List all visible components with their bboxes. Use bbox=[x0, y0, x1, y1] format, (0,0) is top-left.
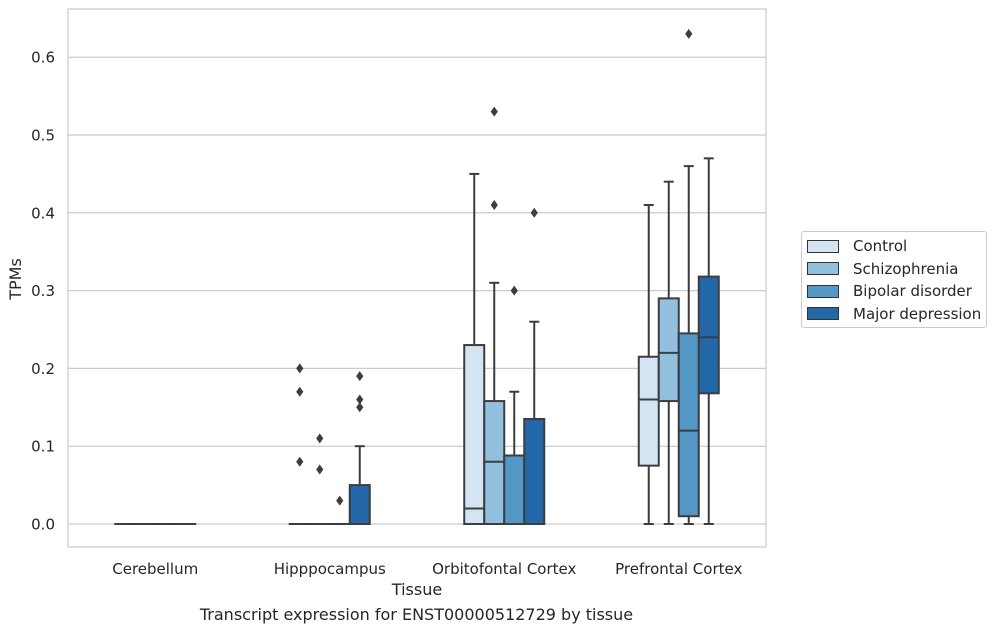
box-group bbox=[637, 28, 720, 525]
outlier-marker bbox=[356, 402, 364, 413]
outlier-marker bbox=[685, 28, 693, 39]
y-tick-label: 0.0 bbox=[31, 516, 55, 534]
legend-item: Major depression bbox=[802, 303, 986, 326]
y-tick-label: 0.1 bbox=[31, 438, 55, 456]
outlier-marker bbox=[316, 464, 324, 475]
legend-item: Bipolar disorder bbox=[802, 280, 986, 303]
y-tick-label: 0.3 bbox=[31, 282, 55, 300]
y-axis-ticks: 0.0 0.1 0.2 0.3 0.4 0.5 0.6 bbox=[31, 49, 55, 534]
legend-label: Bipolar disorder bbox=[853, 282, 972, 301]
box bbox=[637, 355, 660, 467]
y-gridlines bbox=[68, 56, 766, 525]
outlier-marker bbox=[336, 495, 344, 506]
legend-swatch bbox=[807, 307, 839, 321]
outlier-marker bbox=[530, 207, 538, 218]
y-axis-label: TPMs bbox=[6, 258, 25, 301]
legend-swatch bbox=[807, 239, 839, 253]
x-tick-label: Cerebellum bbox=[112, 560, 198, 578]
box bbox=[503, 454, 526, 526]
outlier-marker bbox=[316, 433, 324, 444]
outlier-marker bbox=[356, 371, 364, 382]
outlier-marker bbox=[296, 386, 304, 397]
legend-item: Control bbox=[802, 235, 986, 258]
box-groups bbox=[114, 28, 720, 526]
x-axis-label: Tissue bbox=[391, 580, 442, 599]
legend-item: Schizophrenia bbox=[802, 258, 986, 281]
plot-frame bbox=[67, 8, 767, 548]
legend: Control Schizophrenia Bipolar disorder Majo… bbox=[801, 231, 987, 328]
outlier-marker bbox=[296, 363, 304, 374]
outlier-marker bbox=[510, 285, 518, 296]
legend-label: Schizophrenia bbox=[853, 259, 959, 278]
x-tick-label: Prefrontal Cortex bbox=[615, 560, 742, 578]
y-tick-label: 0.2 bbox=[31, 360, 55, 378]
box bbox=[697, 275, 720, 395]
legend-swatch bbox=[807, 262, 839, 276]
box bbox=[463, 344, 486, 525]
x-axis-ticks: Cerebellum Hipppocampus Orbitofontal Corte… bbox=[112, 560, 742, 578]
box-group bbox=[288, 363, 371, 526]
legend-swatch bbox=[807, 284, 839, 298]
outlier-marker bbox=[296, 456, 304, 467]
y-tick-label: 0.4 bbox=[31, 204, 55, 222]
outlier-marker bbox=[356, 394, 364, 405]
outlier-marker bbox=[490, 200, 498, 211]
figure-caption: Transcript expression for ENST0000051272… bbox=[199, 605, 634, 624]
legend-label: Major depression bbox=[853, 304, 982, 323]
y-tick-label: 0.6 bbox=[31, 49, 55, 67]
box bbox=[677, 332, 700, 518]
y-tick-label: 0.5 bbox=[31, 127, 55, 145]
box-group bbox=[463, 106, 546, 526]
x-tick-label: Hipppocampus bbox=[274, 560, 386, 578]
outlier-marker bbox=[490, 106, 498, 117]
x-tick-label: Orbitofontal Cortex bbox=[432, 560, 576, 578]
box bbox=[657, 297, 680, 403]
box bbox=[348, 484, 371, 526]
legend-label: Control bbox=[853, 237, 908, 256]
box bbox=[523, 417, 546, 525]
